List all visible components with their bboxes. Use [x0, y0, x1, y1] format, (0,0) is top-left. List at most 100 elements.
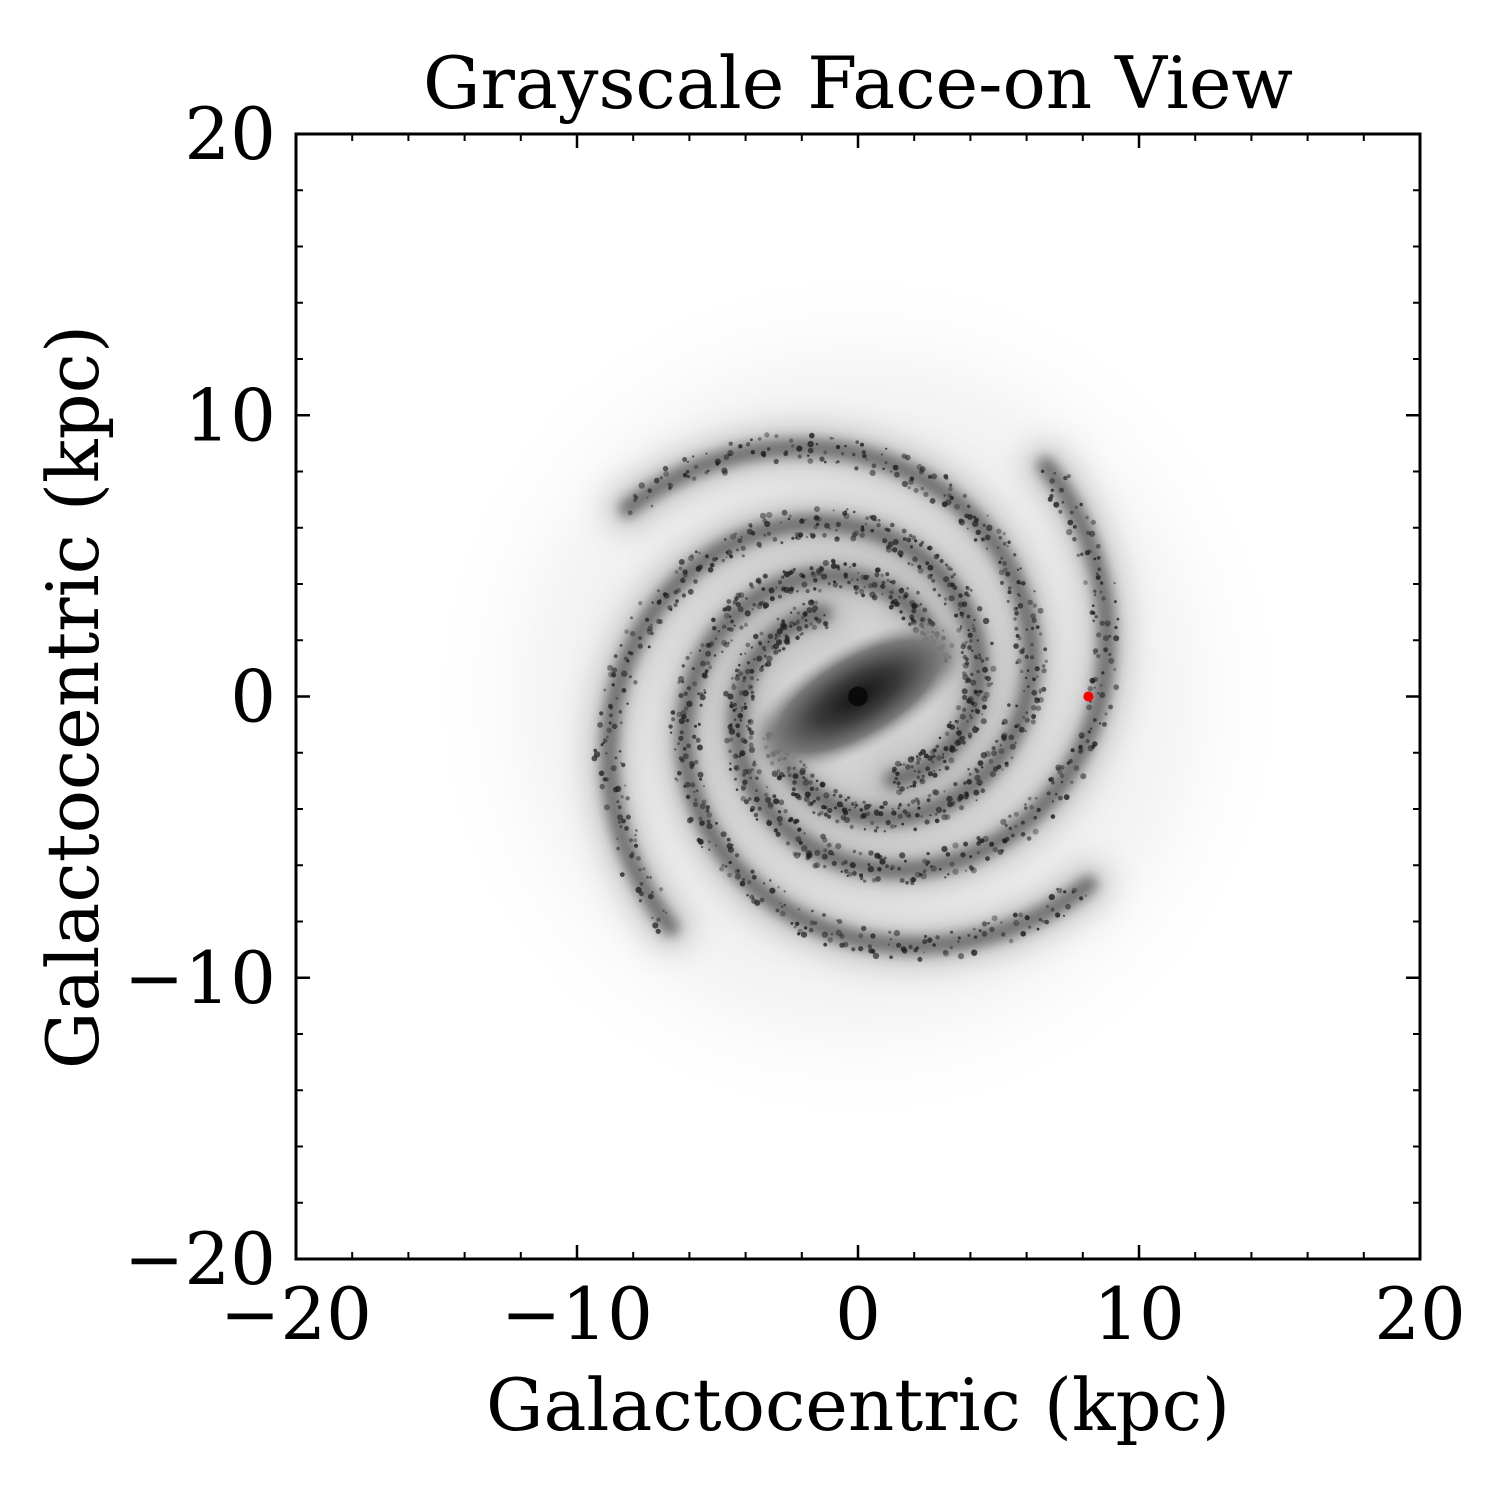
star-cluster: [980, 537, 985, 542]
star-cluster: [896, 781, 901, 786]
star-cluster: [1038, 688, 1043, 693]
star-cluster: [816, 569, 823, 576]
star-cluster: [812, 799, 816, 803]
star-cluster: [697, 722, 701, 726]
star-cluster: [800, 632, 804, 636]
star-cluster: [1050, 907, 1055, 912]
star-cluster: [899, 610, 903, 614]
star-cluster: [959, 805, 964, 811]
star-cluster: [935, 806, 943, 814]
star-cluster: [861, 593, 865, 598]
star-cluster: [836, 460, 840, 464]
star-cluster: [898, 587, 905, 594]
star-cluster: [965, 793, 970, 797]
star-cluster: [650, 623, 653, 626]
star-cluster: [678, 693, 684, 699]
star-cluster: [1092, 676, 1099, 683]
star-cluster: [1041, 686, 1047, 692]
star-cluster: [1012, 912, 1018, 918]
star-cluster: [932, 748, 937, 753]
star-cluster: [1015, 607, 1018, 610]
star-cluster: [781, 586, 786, 592]
star-cluster: [635, 829, 638, 832]
star-cluster: [935, 744, 939, 749]
star-cluster: [899, 763, 902, 766]
star-cluster: [1091, 604, 1095, 607]
star-cluster: [1104, 712, 1108, 716]
star-cluster: [646, 629, 653, 636]
star-cluster: [995, 739, 999, 743]
star-cluster: [941, 501, 948, 508]
star-cluster: [911, 608, 917, 614]
star-cluster: [1108, 634, 1112, 638]
star-cluster: [852, 510, 856, 514]
star-cluster: [726, 599, 732, 604]
star-cluster: [916, 775, 921, 780]
star-cluster: [889, 580, 892, 583]
star-cluster: [1089, 727, 1093, 730]
star-cluster: [930, 573, 933, 577]
star-cluster: [861, 450, 866, 455]
star-cluster: [941, 813, 948, 821]
star-cluster: [624, 784, 627, 787]
star-cluster: [608, 713, 613, 718]
star-cluster: [749, 808, 754, 812]
star-cluster: [919, 466, 926, 472]
star-cluster: [951, 800, 956, 805]
star-cluster: [742, 779, 748, 785]
star-cluster: [980, 718, 987, 725]
star-cluster: [779, 521, 782, 524]
star-cluster: [726, 837, 731, 842]
star-cluster: [1034, 666, 1040, 672]
star-cluster: [776, 628, 783, 635]
star-cluster: [676, 711, 682, 718]
star-cluster: [962, 493, 968, 498]
star-cluster: [893, 812, 897, 816]
star-cluster: [757, 806, 762, 811]
star-cluster: [885, 572, 890, 577]
star-cluster: [1034, 696, 1038, 700]
star-cluster: [1030, 655, 1035, 660]
star-cluster: [831, 860, 837, 867]
star-cluster: [728, 749, 732, 753]
star-cluster: [727, 693, 734, 700]
star-cluster: [1095, 575, 1101, 580]
star-cluster: [756, 678, 759, 681]
star-cluster: [712, 626, 717, 631]
star-cluster: [717, 630, 720, 633]
star-cluster: [696, 744, 703, 751]
star-cluster: [933, 588, 936, 591]
star-cluster: [868, 850, 874, 856]
star-cluster: [602, 738, 608, 743]
y-tick-label: 10: [184, 373, 276, 457]
star-cluster: [1015, 634, 1020, 638]
star-cluster: [932, 943, 936, 947]
star-cluster: [743, 622, 749, 628]
star-cluster: [735, 788, 739, 791]
star-cluster: [968, 735, 972, 739]
star-clusters: [591, 432, 1120, 962]
star-cluster: [1033, 815, 1038, 820]
star-cluster: [1001, 768, 1004, 771]
star-cluster: [1016, 580, 1021, 585]
star-cluster: [860, 574, 866, 580]
star-cluster: [911, 784, 914, 788]
star-cluster: [649, 876, 652, 879]
star-cluster: [907, 562, 911, 565]
star-cluster: [737, 735, 740, 738]
star-cluster: [1008, 938, 1014, 944]
star-cluster: [840, 452, 845, 456]
star-cluster: [724, 865, 728, 868]
star-cluster: [638, 482, 645, 489]
star-cluster: [858, 588, 865, 595]
star-cluster: [657, 619, 663, 625]
star-cluster: [809, 920, 815, 926]
star-cluster: [687, 475, 691, 479]
star-cluster: [1018, 594, 1021, 598]
star-cluster: [1001, 735, 1005, 738]
star-cluster: [943, 576, 950, 583]
star-cluster: [613, 654, 618, 658]
star-cluster: [980, 752, 987, 759]
star-cluster: [776, 775, 783, 781]
star-cluster: [727, 846, 735, 853]
